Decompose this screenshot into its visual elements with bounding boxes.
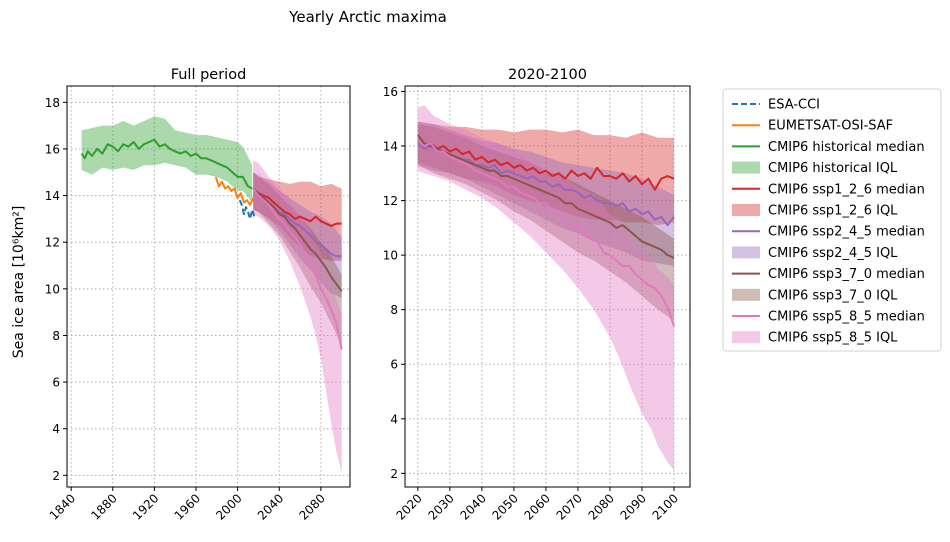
legend-swatch (732, 246, 760, 259)
y-tick-label: 14 (383, 140, 398, 154)
band-cmip6-ssp1-2-6-iql (253, 172, 342, 261)
legend-label: CMIP6 ssp1_2_6 IQL (768, 204, 898, 219)
y-tick-label: 12 (383, 194, 398, 208)
y-tick-label: 2 (52, 469, 60, 483)
x-tick-label: 1880 (88, 491, 119, 522)
axes-frame (404, 85, 691, 488)
legend-item-cmip6-ssp1-2-6-iql: CMIP6 ssp1_2_6 IQL (732, 204, 898, 219)
legend-item-cmip6-ssp5-8-5-iql: CMIP6 ssp5_8_5 IQL (732, 331, 898, 346)
legend-label: CMIP6 historical median (768, 140, 925, 155)
band-cmip6-ssp1-2-6-iql (417, 121, 674, 226)
y-tick-label: 6 (390, 358, 398, 372)
y-tick-label: 2 (390, 467, 398, 481)
x-tick-label: 2080 (296, 491, 327, 522)
legend-item-cmip6-ssp1-2-6-median: CMIP6 ssp1_2_6 median (732, 182, 925, 197)
band-cmip6-ssp3-7-0-iql (253, 172, 342, 345)
x-tick-label: 2100 (650, 491, 681, 522)
legend-swatch (732, 331, 760, 344)
band-cmip6-historical-iql (81, 116, 253, 203)
panel-full-period: Full period Sea ice area [10⁶km²] 1840 18… (11, 67, 351, 523)
line-cmip6-ssp5-8-5-median (252, 188, 343, 350)
legend-label: ESA-CCI (768, 98, 820, 113)
y-tick-label: 12 (45, 236, 60, 250)
legend-swatch (732, 288, 760, 301)
y-tick-label: 4 (390, 412, 398, 426)
series-layer (80, 116, 343, 473)
line-cmip6-ssp3-7-0-median (417, 134, 675, 259)
x-axis: 2020 2030 2040 2050 2060 2070 2080 2090 2100 (393, 487, 681, 523)
legend-label: CMIP6 ssp2_4_5 median (768, 225, 925, 240)
figure-suptitle: Yearly Arctic maxima (288, 8, 447, 26)
legend-label: CMIP6 ssp3_7_0 median (768, 267, 925, 282)
legend-label: CMIP6 ssp2_4_5 IQL (768, 246, 898, 261)
line-cmip6-historical-median (80, 138, 253, 190)
x-tick-label: 1920 (130, 491, 161, 522)
y-tick-label: 8 (390, 303, 398, 317)
y-tick-label: 16 (45, 142, 60, 156)
line-esa-cci (238, 199, 256, 220)
x-tick-label: 2040 (457, 491, 488, 522)
panel-title-2020-2100: 2020-2100 (508, 67, 587, 83)
band-cmip6-ssp5-8-5-iql (253, 160, 342, 473)
x-tick-label: 2070 (554, 491, 585, 522)
y-axis: 2 4 6 8 10 12 14 16 18 (45, 96, 67, 483)
legend-item-cmip6-historical-median: CMIP6 historical median (732, 140, 925, 155)
y-tick-label: 8 (52, 329, 60, 343)
axes-frame (66, 85, 351, 488)
legend-item-cmip6-ssp2-4-5-iql: CMIP6 ssp2_4_5 IQL (732, 246, 898, 261)
legend-swatch (732, 161, 760, 174)
legend-label: CMIP6 ssp5_8_5 median (768, 310, 925, 325)
line-cmip6-ssp3-7-0-median (252, 187, 343, 292)
line-cmip6-ssp5-8-5-median (417, 139, 675, 327)
x-tick-label: 2000 (213, 491, 244, 522)
y-tick-label: 14 (45, 189, 60, 203)
legend-item-cmip6-ssp2-4-5-median: CMIP6 ssp2_4_5 median (732, 225, 925, 240)
legend-label: EUMETSAT-OSI-SAF (768, 119, 893, 134)
line-cmip6-ssp1-2-6-median (252, 187, 342, 227)
y-tick-label: 4 (52, 422, 60, 436)
legend-label: CMIP6 ssp5_8_5 IQL (768, 331, 898, 346)
legend-label: CMIP6 ssp3_7_0 IQL (768, 288, 898, 303)
x-tick-label: 2050 (489, 491, 520, 522)
plot-area (405, 86, 690, 487)
y-axis-label: Sea ice area [10⁶km²] (11, 206, 27, 359)
legend: ESA-CCI EUMETSAT-OSI-SAF CMIP6 historical … (722, 88, 942, 352)
y-axis: 2 4 6 8 10 12 14 16 (383, 85, 405, 481)
x-tick-label: 1960 (172, 491, 203, 522)
legend-item-cmip6-ssp5-8-5-median: CMIP6 ssp5_8_5 median (732, 310, 925, 325)
panel-title-full-period: Full period (171, 67, 247, 83)
legend-item-cmip6-ssp3-7-0-median: CMIP6 ssp3_7_0 median (732, 267, 925, 282)
legend-swatch (732, 204, 760, 216)
x-tick-label: 2030 (425, 491, 456, 522)
band-cmip6-ssp5-8-5-iql (417, 105, 674, 471)
legend-item-eumetsat-osi-saf: EUMETSAT-OSI-SAF (732, 119, 893, 134)
legend-item-cmip6-ssp3-7-0-iql: CMIP6 ssp3_7_0 IQL (732, 288, 898, 303)
y-tick-label: 10 (45, 282, 60, 296)
legend-label: CMIP6 historical IQL (768, 161, 898, 176)
legend-frame (722, 88, 942, 352)
legend-item-esa-cci: ESA-CCI (732, 98, 820, 113)
x-tick-label: 2060 (522, 491, 553, 522)
line-eumetsat-osi-saf (214, 176, 255, 206)
y-tick-label: 18 (45, 96, 60, 110)
x-tick-label: 2090 (618, 491, 649, 522)
x-tick-label: 2040 (255, 491, 286, 522)
panel-2020-2100: 2020-2100 2020 2030 2040 2050 2060 2070 2080 20… (383, 67, 691, 523)
legend-label: CMIP6 ssp1_2_6 median (768, 182, 925, 197)
y-tick-label: 10 (383, 249, 398, 263)
y-tick-label: 6 (52, 376, 60, 390)
x-tick-label: 2080 (586, 491, 617, 522)
x-tick-label: 1840 (47, 491, 78, 522)
series-layer (417, 105, 675, 471)
legend-item-cmip6-historical-iql: CMIP6 historical IQL (732, 161, 898, 176)
y-tick-label: 16 (383, 85, 398, 99)
x-tick-label: 2020 (393, 491, 424, 522)
x-axis: 1840 1880 1920 1960 2000 2040 2080 (47, 487, 328, 523)
line-cmip6-ssp1-2-6-median (417, 139, 675, 191)
